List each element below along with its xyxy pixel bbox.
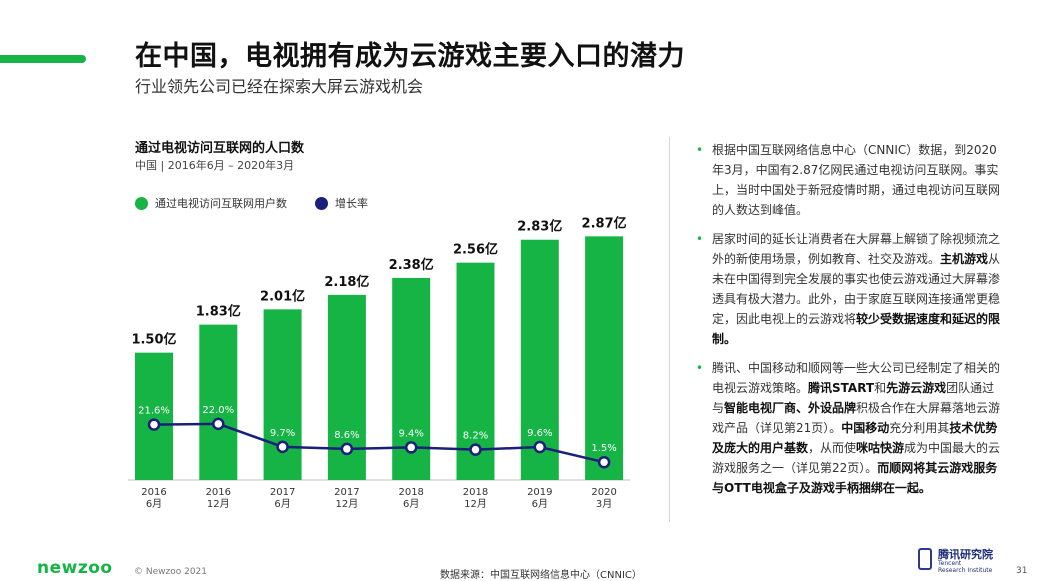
x-tick-label-year: 2018 bbox=[463, 487, 488, 498]
growth-point bbox=[212, 417, 225, 431]
bullet-item: • 居家时间的延长让消费者在大屏幕上解锁了除视频流之外的新使用场景，例如教育、社交… bbox=[694, 229, 1004, 349]
bullet-text: ，从而使 bbox=[808, 441, 857, 455]
legend-item-users: 通过电视访问互联网用户数 bbox=[135, 195, 287, 211]
growth-value-label: 9.7% bbox=[270, 428, 295, 439]
bar-value-label: 2.18亿 bbox=[324, 274, 369, 290]
bullet-text-bold: 咪咕快游 bbox=[856, 441, 905, 455]
bullet-text: 腾讯、中国移动和顺网等一些大公司已经制定了相关的电视云游戏策略。 bbox=[712, 361, 1001, 395]
growth-value-label: 9.4% bbox=[398, 428, 423, 439]
growth-value-label: 8.2% bbox=[463, 431, 488, 442]
bullet-item: • 腾讯、中国移动和顺网等一些大公司已经制定了相关的电视云游戏策略。腾讯START… bbox=[694, 358, 1004, 498]
x-tick-label-month: 12月 bbox=[336, 498, 359, 510]
growth-point bbox=[404, 441, 418, 454]
bullet-text-bold: 技术优势及庞大的用户基数 bbox=[712, 421, 998, 455]
page-subtitle: 行业领先公司已经在探索大屏云游戏机会 bbox=[135, 77, 424, 96]
legend-item-growth: 增长率 bbox=[315, 195, 368, 211]
tencent-logo-en: Tencent Research Institute bbox=[938, 560, 992, 574]
copyright: © Newzoo 2021 bbox=[134, 567, 207, 577]
growth-value-label: 21.6% bbox=[138, 406, 170, 417]
bullet-text-bold: 较少受数据速度和延迟的限制。 bbox=[712, 312, 1001, 346]
x-tick-label-year: 2020 bbox=[591, 487, 616, 498]
data-source: 数据来源：中国互联网络信息中心（CNNIC） bbox=[440, 570, 642, 581]
x-tick-label-month: 6月 bbox=[146, 498, 162, 510]
growth-point bbox=[469, 443, 482, 456]
accent-bar bbox=[0, 55, 86, 63]
growth-value-label: 8.6% bbox=[334, 430, 359, 441]
bar-value-label: 2.38亿 bbox=[389, 257, 434, 273]
bullet-text-bold: 主机游戏 bbox=[940, 252, 989, 266]
bullet-list: • 根据中国互联网络信息中心（CNNIC）数据，到2020年3月，中国有2.87亿… bbox=[694, 140, 1004, 507]
x-tick-label-year: 2019 bbox=[527, 487, 552, 498]
bar-value-label: 1.50亿 bbox=[131, 332, 176, 348]
bar bbox=[585, 236, 624, 480]
bar-value-label: 2.87亿 bbox=[582, 215, 627, 231]
bullet-text: 团队通过与 bbox=[712, 381, 995, 415]
legend-swatch-users bbox=[135, 196, 148, 210]
chart-title: 通过电视访问互联网的人口数 bbox=[135, 141, 305, 156]
bullet-text-bold: 而顺网将其云游戏服务与OTT电视盒子及游戏手柄捆绑在一起。 bbox=[712, 461, 998, 495]
page-title: 在中国，电视拥有成为云游戏主要入口的潜力 bbox=[135, 41, 685, 72]
bullet-text-bold: 智能电视厂商、外设品牌 bbox=[724, 401, 857, 415]
x-tick-label-year: 2018 bbox=[398, 487, 423, 498]
tencent-logo-name: 腾讯研究院 bbox=[938, 548, 993, 561]
bullet-text-bold: 先游云游戏 bbox=[886, 381, 947, 395]
x-tick-label-month: 6月 bbox=[532, 498, 548, 510]
bar bbox=[263, 309, 302, 480]
legend-label-users: 通过电视访问互联网用户数 bbox=[155, 197, 287, 210]
bullet-dot-icon: • bbox=[696, 143, 704, 157]
bullet-text: 成为中国最大的云游戏服务之一（详见第22页）。 bbox=[712, 441, 1001, 475]
growth-point bbox=[340, 442, 354, 456]
bar-value-label: 2.83亿 bbox=[517, 219, 562, 235]
bullet-text: 充分利用其 bbox=[889, 421, 950, 435]
x-tick-label-month: 6月 bbox=[403, 498, 419, 510]
divider bbox=[669, 137, 670, 522]
bullet-text: 根据中国互联网络信息中心（CNNIC）数据，到2020年3月，中国有2.87亿网… bbox=[712, 143, 1001, 217]
bar bbox=[135, 352, 173, 480]
bullet-dot-icon: • bbox=[696, 361, 704, 375]
bullet-text-bold: 中国移动 bbox=[841, 421, 890, 435]
tencent-logo-en-2: Research Institute bbox=[938, 567, 993, 574]
growth-value-label: 1.5% bbox=[591, 443, 616, 454]
x-tick-label-year: 2016 bbox=[141, 487, 166, 498]
legend-label-growth: 增长率 bbox=[335, 197, 368, 210]
x-tick-label-month: 3月 bbox=[596, 498, 612, 510]
growth-point bbox=[533, 440, 547, 454]
legend-swatch-growth bbox=[315, 196, 328, 210]
x-tick-label-year: 2017 bbox=[334, 487, 359, 498]
tencent-logo-icon bbox=[918, 548, 932, 570]
growth-value-label: 9.6% bbox=[527, 428, 552, 439]
bullet-text: 积极合作在大屏幕落地云游戏产品（详见第21页）。 bbox=[712, 401, 1001, 435]
bar bbox=[520, 239, 559, 480]
x-tick-label-month: 6月 bbox=[274, 498, 290, 510]
bullet-text: 和 bbox=[874, 381, 887, 395]
x-tick-label-month: 12月 bbox=[207, 498, 230, 510]
bar-value-label: 1.83亿 bbox=[196, 304, 241, 320]
chart-subtitle: 中国 | 2016年6月 – 2020年3月 bbox=[135, 159, 295, 172]
growth-point bbox=[597, 455, 611, 469]
newzoo-logo: newzoo bbox=[37, 558, 113, 578]
x-tick-label-year: 2017 bbox=[270, 487, 295, 498]
bullet-text-bold: 腾讯START bbox=[808, 381, 875, 395]
bullet-dot-icon: • bbox=[696, 232, 704, 246]
page-number: 31 bbox=[1016, 566, 1028, 576]
bar bbox=[199, 324, 238, 480]
growth-point bbox=[276, 440, 289, 454]
tencent-logo-en-1: Tencent bbox=[938, 560, 962, 567]
bullet-text: 从未在中国得到完全发展的事实也使云游戏通过大屏幕渗透具有极大潜力。此外，由于家庭… bbox=[712, 252, 1001, 326]
x-tick-label-year: 2016 bbox=[206, 487, 231, 498]
growth-line bbox=[153, 422, 605, 464]
bullet-text: 居家时间的延长让消费者在大屏幕上解锁了除视频流之外的新使用场景，例如教育、社交及… bbox=[712, 232, 1001, 266]
x-tick-label-month: 12月 bbox=[464, 498, 487, 510]
growth-point bbox=[147, 418, 161, 431]
bar-value-label: 2.01亿 bbox=[260, 288, 305, 304]
bullet-item: • 根据中国互联网络信息中心（CNNIC）数据，到2020年3月，中国有2.87亿… bbox=[694, 140, 1004, 220]
growth-value-label: 22.0% bbox=[202, 405, 234, 416]
bar-value-label: 2.56亿 bbox=[453, 242, 498, 258]
